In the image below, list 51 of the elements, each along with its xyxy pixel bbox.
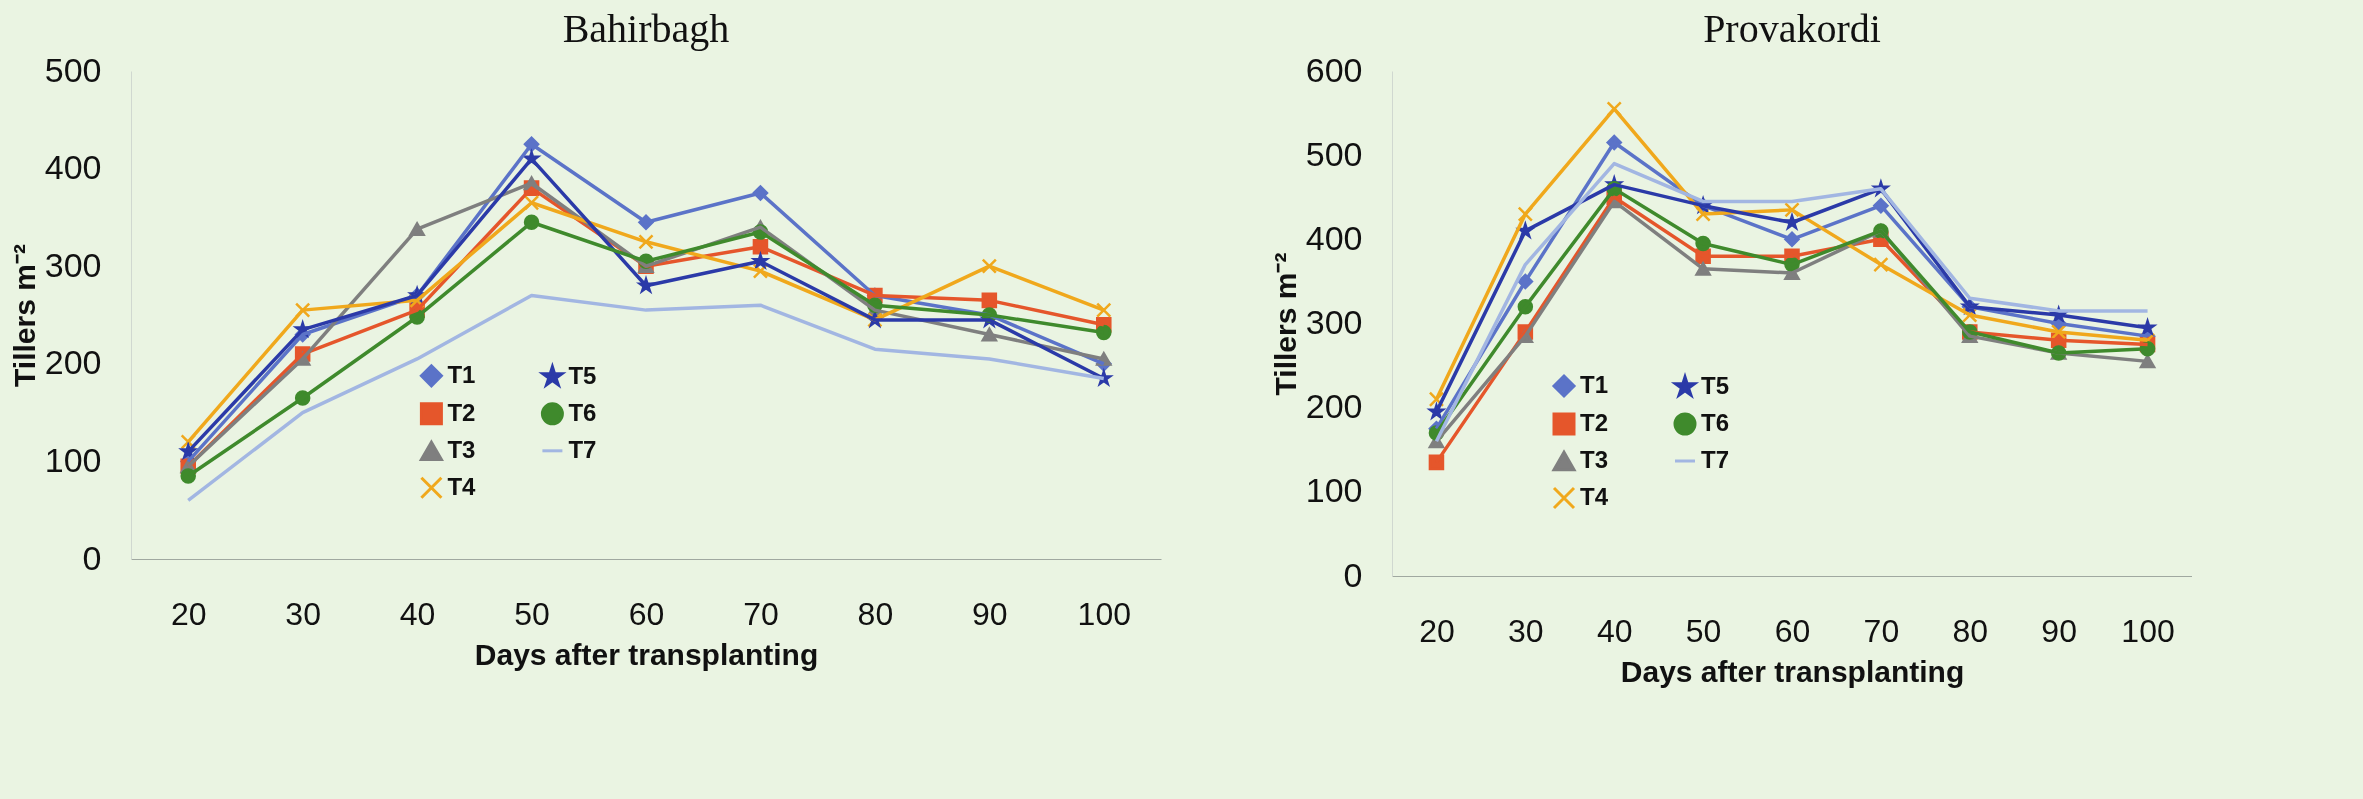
legend-label: T5: [568, 361, 597, 389]
x-tick-label: 60: [628, 595, 665, 632]
x-tick-label: 20: [170, 595, 207, 632]
x-tick-label: 60: [1774, 612, 1811, 649]
x-tick-label: 90: [2041, 612, 2077, 649]
y-axis-title: Tillers m⁻²: [1268, 252, 1302, 396]
x-tick-label: 80: [1952, 612, 1989, 649]
y-tick-label: 300: [1305, 303, 1363, 341]
legend-label: T2: [447, 398, 476, 426]
legend-label: T4: [1580, 483, 1609, 510]
x-axis-title: Days after transplanting: [1620, 654, 1965, 688]
x-tick-label: 40: [399, 595, 436, 632]
x-tick-label: 90: [972, 595, 1008, 632]
x-tick-label: 70: [1863, 612, 1900, 649]
legend-label: T7: [1701, 446, 1730, 473]
y-tick-label: 500: [44, 50, 102, 89]
x-tick-label: 70: [743, 595, 779, 632]
y-tick-label: 100: [44, 440, 102, 479]
y-tick-label: 0: [82, 538, 102, 577]
y-tick-label: 500: [1305, 134, 1363, 173]
x-tick-label: 80: [857, 595, 894, 632]
y-tick-label: 200: [1305, 387, 1363, 426]
y-axis-title: Tillers m⁻²: [7, 244, 41, 387]
chart-title: Bahirbagh: [562, 6, 730, 51]
x-tick-label: 100: [2121, 612, 2175, 649]
legend-label: T4: [447, 472, 477, 500]
legend-label: T6: [1701, 409, 1730, 436]
x-tick-label: 20: [1419, 612, 1455, 649]
y-tick-label: 0: [1343, 555, 1363, 594]
chart-title: Provakordi: [1703, 6, 1881, 51]
y-tick-label: 400: [44, 148, 102, 187]
y-tick-label: 200: [44, 343, 102, 382]
y-tick-label: 300: [44, 245, 102, 284]
legend-label: T7: [568, 435, 597, 463]
legend-label: T2: [1580, 409, 1609, 436]
legend-label: T1: [1580, 371, 1609, 398]
x-axis-title: Days after transplanting: [474, 637, 819, 671]
legend-label: T1: [447, 360, 476, 388]
x-tick-label: 100: [1077, 595, 1131, 632]
x-tick-label: 30: [1508, 612, 1544, 649]
x-tick-label: 50: [1685, 612, 1722, 649]
legend-label: T3: [447, 435, 476, 463]
x-tick-label: 40: [1596, 612, 1633, 649]
y-tick-label: 400: [1305, 218, 1363, 257]
y-tick-label: 600: [1305, 50, 1363, 89]
legend-label: T5: [1701, 371, 1730, 399]
x-tick-label: 50: [514, 595, 550, 632]
legend-label: T3: [1580, 446, 1609, 473]
y-tick-label: 100: [1305, 471, 1363, 510]
x-tick-label: 30: [285, 595, 321, 632]
legend-label: T6: [568, 398, 597, 426]
